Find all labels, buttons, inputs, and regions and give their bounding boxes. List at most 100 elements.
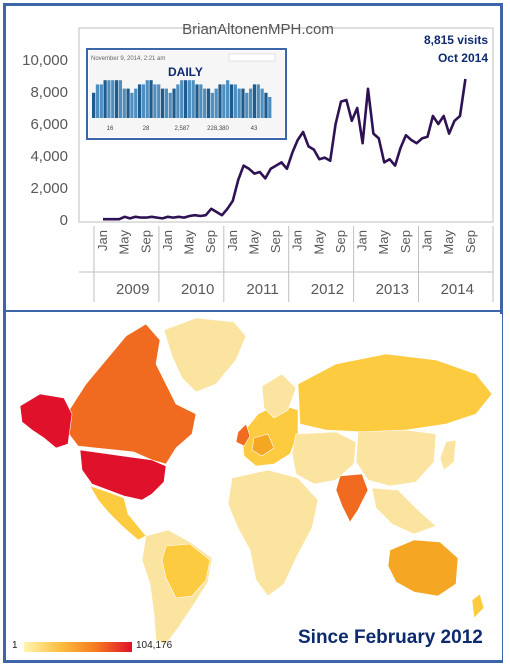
x-tick-label: May <box>182 230 197 255</box>
country-japan <box>439 439 457 471</box>
section-divider <box>4 310 502 312</box>
inset-bar <box>218 84 222 118</box>
inset-bar <box>126 88 130 118</box>
inset-bar <box>229 84 234 118</box>
inset-stat-value: 228,380 <box>207 126 229 132</box>
inset-bar <box>245 92 249 118</box>
year-label: 2009 <box>116 281 149 298</box>
inset-bars <box>92 80 272 118</box>
inset-stat-value: 16 <box>107 126 114 132</box>
year-label: 2011 <box>246 281 278 298</box>
inset-select <box>228 53 276 62</box>
legend-max-label: 104,176 <box>136 640 173 651</box>
inset-bar <box>114 80 119 118</box>
x-tick-label: Sep <box>268 230 283 253</box>
y-tick-label: 6,000 <box>30 116 68 133</box>
inset-bar <box>99 84 103 118</box>
inset-stat-value: 28 <box>143 126 150 132</box>
x-tick-label: May <box>376 230 391 255</box>
y-tick-label: 0 <box>60 212 68 229</box>
inset-bar <box>214 88 218 118</box>
country-usa <box>79 449 167 501</box>
x-tick-label: Jan <box>95 230 110 251</box>
x-tick-label: Sep <box>203 230 218 253</box>
map-caption: Since February 2012 <box>298 627 483 648</box>
inset-bar <box>180 80 184 118</box>
map-svg <box>19 317 493 645</box>
country-new-zealand <box>471 593 485 619</box>
year-label: 2014 <box>441 281 474 298</box>
y-tick-label: 2,000 <box>30 180 68 197</box>
country-china <box>355 429 437 487</box>
inset-bar <box>241 88 245 118</box>
inset-stat-value: 43 <box>251 126 258 132</box>
inset-stats: 16 28 2,587 228,380 43 <box>107 126 258 132</box>
country-alaska <box>19 393 73 449</box>
inset-bar <box>264 92 268 118</box>
inset-bar <box>206 88 211 118</box>
inset-bar <box>195 84 199 118</box>
inset-bar <box>237 88 241 118</box>
y-tick-label: 8,000 <box>30 84 68 101</box>
world-visits-map <box>6 314 502 660</box>
inset-bar <box>260 88 264 118</box>
inset-bar <box>199 84 203 118</box>
legend-min-label: 1 <box>12 640 18 651</box>
x-tick-label: Jan <box>420 230 435 251</box>
x-tick-label: Jan <box>225 230 240 251</box>
year-label: 2013 <box>376 281 409 298</box>
country-brazil <box>161 543 211 599</box>
inset-bar <box>203 88 207 118</box>
inset-bar <box>191 80 195 118</box>
inset-bar <box>249 88 253 118</box>
inset-bar <box>268 97 272 118</box>
country-se-asia <box>371 487 437 535</box>
series-visits-line <box>103 78 467 221</box>
country-greenland <box>163 317 247 393</box>
inset-bar <box>183 80 188 118</box>
x-tick-label: May <box>441 230 456 255</box>
site-title: BrianAltonenMPH.com <box>182 21 334 38</box>
year-label: 2010 <box>181 281 214 298</box>
callout-date: Oct 2014 <box>438 51 488 65</box>
x-tick-label: Sep <box>398 230 413 253</box>
inset-bar <box>134 88 138 118</box>
country-africa <box>227 469 319 597</box>
x-tick-label: Jan <box>355 230 370 251</box>
inset-bar <box>111 80 115 118</box>
year-label: 2012 <box>311 281 344 298</box>
visits-line-chart: 0 2,000 4,000 6,000 8,000 10,000 Jan May Sep Jan… <box>0 0 504 312</box>
inset-bar <box>226 80 230 118</box>
inset-bar <box>233 84 237 118</box>
country-russia <box>297 353 493 433</box>
country-germany <box>251 433 275 457</box>
inset-date: November 9, 2014, 2:21 am <box>91 56 165 62</box>
inset-bar <box>256 84 260 118</box>
x-tick-label: Sep <box>138 230 153 253</box>
country-uk <box>235 423 251 447</box>
x-tick-label: Sep <box>333 230 348 253</box>
y-tick-label: 10,000 <box>22 52 68 69</box>
inset-bar <box>107 80 111 118</box>
inset-bar <box>122 88 126 118</box>
country-scandinavia <box>261 373 297 419</box>
inset-bar <box>130 92 134 118</box>
country-canada <box>65 323 197 465</box>
inset-bar <box>164 88 168 118</box>
legend-color-scale <box>24 642 132 652</box>
inset-daily-label: DAILY <box>168 65 203 79</box>
x-tick-label: Jan <box>160 230 175 251</box>
country-australia <box>387 539 459 597</box>
inset-bar <box>141 84 146 118</box>
inset-bar <box>252 84 257 118</box>
inset-bar <box>137 84 142 118</box>
inset-bar <box>172 88 176 118</box>
x-tick-label: Sep <box>463 230 478 253</box>
inset-bar <box>103 80 107 118</box>
inset-bar <box>168 92 172 118</box>
year-axis: 2009 2010 2011 2012 2013 2014 <box>79 226 494 302</box>
country-india <box>335 473 369 523</box>
callout-value: 8,815 visits <box>424 33 488 47</box>
inset-bar <box>145 80 149 118</box>
